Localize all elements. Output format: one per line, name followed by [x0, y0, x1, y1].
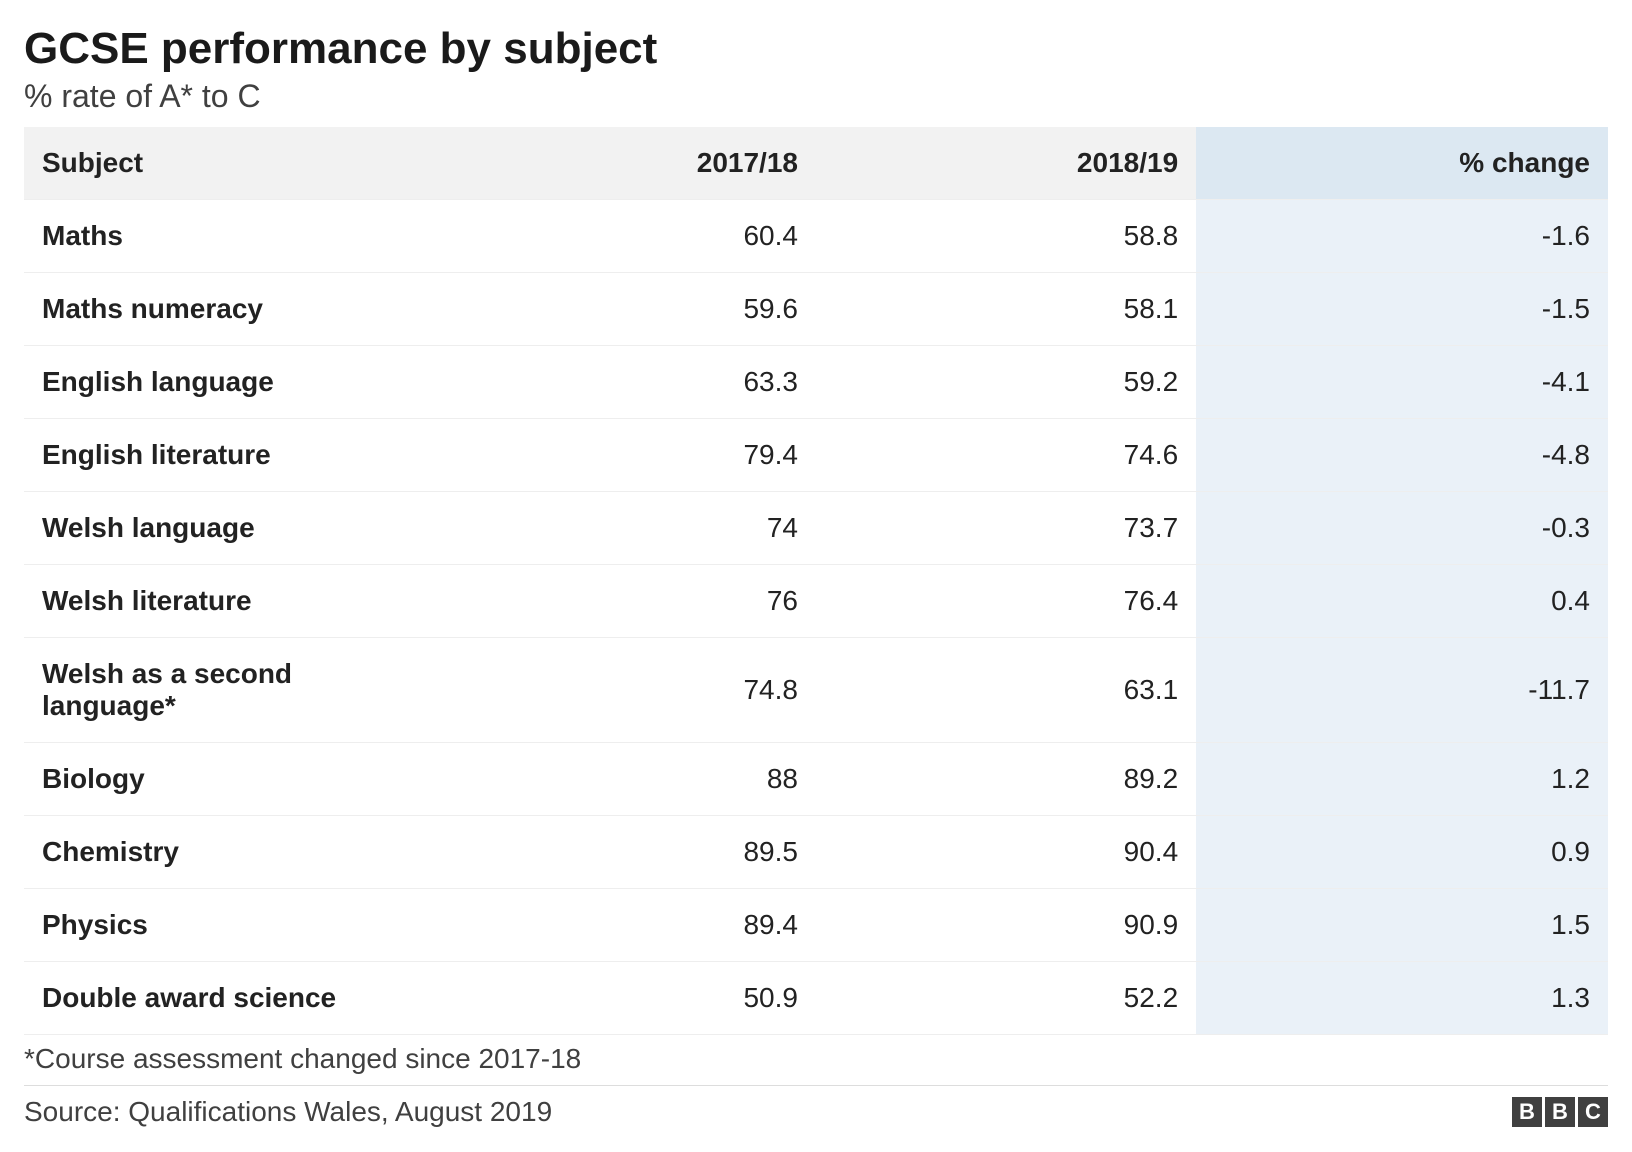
cell-y1: 59.6: [436, 273, 816, 346]
cell-subject: Maths: [24, 200, 436, 273]
cell-y2: 58.8: [816, 200, 1196, 273]
cell-y1: 74: [436, 492, 816, 565]
cell-change: 1.2: [1196, 743, 1608, 816]
cell-subject: Maths numeracy: [24, 273, 436, 346]
table-row: Chemistry 89.5 90.4 0.9: [24, 816, 1608, 889]
table-row: Biology 88 89.2 1.2: [24, 743, 1608, 816]
cell-subject: Physics: [24, 889, 436, 962]
table-row: Welsh literature 76 76.4 0.4: [24, 565, 1608, 638]
cell-subject: Welsh as a second language*: [24, 638, 436, 743]
cell-change: -4.1: [1196, 346, 1608, 419]
table-row: Double award science 50.9 52.2 1.3: [24, 962, 1608, 1035]
cell-change: 1.5: [1196, 889, 1608, 962]
cell-y1: 76: [436, 565, 816, 638]
cell-change: 1.3: [1196, 962, 1608, 1035]
cell-y2: 89.2: [816, 743, 1196, 816]
logo-letter: C: [1578, 1097, 1608, 1127]
table-row: Maths numeracy 59.6 58.1 -1.5: [24, 273, 1608, 346]
footnote: *Course assessment changed since 2017-18: [24, 1043, 1608, 1075]
table-row: Welsh as a second language* 74.8 63.1 -1…: [24, 638, 1608, 743]
col-year1: 2017/18: [436, 127, 816, 200]
col-subject: Subject: [24, 127, 436, 200]
cell-y1: 60.4: [436, 200, 816, 273]
cell-subject: Biology: [24, 743, 436, 816]
bbc-logo: B B C: [1512, 1097, 1608, 1127]
table-body: Maths 60.4 58.8 -1.6 Maths numeracy 59.6…: [24, 200, 1608, 1035]
cell-change: -0.3: [1196, 492, 1608, 565]
cell-y1: 50.9: [436, 962, 816, 1035]
col-change: % change: [1196, 127, 1608, 200]
cell-y2: 73.7: [816, 492, 1196, 565]
table-row: English language 63.3 59.2 -4.1: [24, 346, 1608, 419]
cell-y1: 89.4: [436, 889, 816, 962]
cell-change: -1.5: [1196, 273, 1608, 346]
source-text: Source: Qualifications Wales, August 201…: [24, 1096, 552, 1128]
cell-y2: 59.2: [816, 346, 1196, 419]
cell-subject: Welsh literature: [24, 565, 436, 638]
cell-change: 0.9: [1196, 816, 1608, 889]
cell-y2: 74.6: [816, 419, 1196, 492]
cell-change: -11.7: [1196, 638, 1608, 743]
cell-y2: 90.4: [816, 816, 1196, 889]
cell-subject: English literature: [24, 419, 436, 492]
table-title: GCSE performance by subject: [24, 24, 1608, 74]
cell-subject: Welsh language: [24, 492, 436, 565]
cell-y1: 88: [436, 743, 816, 816]
cell-y1: 89.5: [436, 816, 816, 889]
data-table: Subject 2017/18 2018/19 % change Maths 6…: [24, 127, 1608, 1035]
col-year2: 2018/19: [816, 127, 1196, 200]
cell-subject: Double award science: [24, 962, 436, 1035]
cell-y1: 74.8: [436, 638, 816, 743]
cell-y1: 63.3: [436, 346, 816, 419]
cell-subject: Chemistry: [24, 816, 436, 889]
cell-y2: 63.1: [816, 638, 1196, 743]
cell-y1: 79.4: [436, 419, 816, 492]
cell-y2: 76.4: [816, 565, 1196, 638]
table-row: Welsh language 74 73.7 -0.3: [24, 492, 1608, 565]
cell-change: 0.4: [1196, 565, 1608, 638]
cell-change: -1.6: [1196, 200, 1608, 273]
logo-letter: B: [1512, 1097, 1542, 1127]
cell-y2: 52.2: [816, 962, 1196, 1035]
cell-y2: 58.1: [816, 273, 1196, 346]
source-row: Source: Qualifications Wales, August 201…: [24, 1085, 1608, 1128]
cell-y2: 90.9: [816, 889, 1196, 962]
cell-subject: English language: [24, 346, 436, 419]
logo-letter: B: [1545, 1097, 1575, 1127]
table-row: Maths 60.4 58.8 -1.6: [24, 200, 1608, 273]
table-subtitle: % rate of A* to C: [24, 78, 1608, 115]
table-row: English literature 79.4 74.6 -4.8: [24, 419, 1608, 492]
cell-change: -4.8: [1196, 419, 1608, 492]
table-header-row: Subject 2017/18 2018/19 % change: [24, 127, 1608, 200]
table-row: Physics 89.4 90.9 1.5: [24, 889, 1608, 962]
